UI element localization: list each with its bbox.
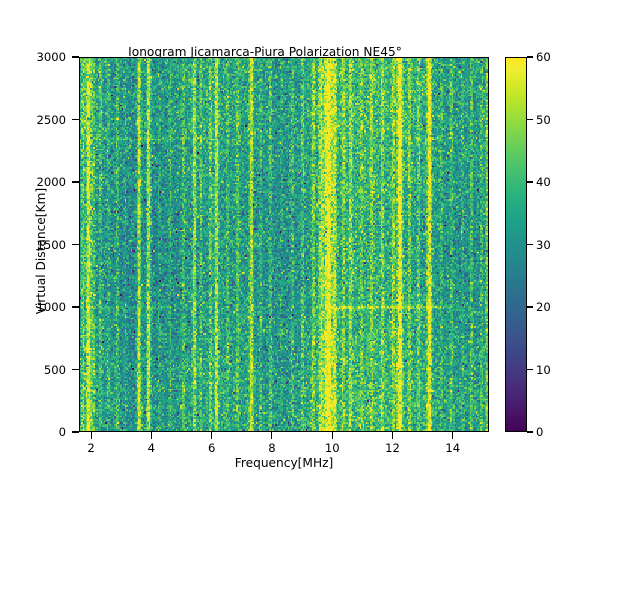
colorbar-tick-mark — [527, 306, 533, 308]
colorbar-tick-mark — [527, 181, 533, 183]
y-tick-label: 2500 — [36, 112, 66, 127]
colorbar — [505, 57, 527, 432]
x-tick-label: 2 — [87, 441, 95, 455]
x-tick-mark — [391, 432, 394, 439]
heatmap-axes — [79, 57, 489, 432]
colorbar-tick-label: 10 — [536, 362, 551, 377]
x-tick-mark — [150, 432, 152, 439]
y-tick-mark — [71, 56, 79, 58]
x-tick-label: 14 — [445, 441, 461, 455]
y-tick-label: 1500 — [36, 237, 66, 252]
y-tick-mark — [71, 243, 79, 246]
colorbar-tick-mark — [527, 431, 533, 433]
x-tick-mark — [90, 432, 92, 439]
y-tick-mark — [71, 368, 79, 371]
x-tick-mark — [211, 432, 213, 439]
x-tick-mark — [452, 432, 454, 439]
x-tick-label: 6 — [207, 441, 216, 455]
y-axis-label: Virtual Distance[Km] — [34, 187, 48, 315]
x-axis-label: Frequency[MHz] — [234, 456, 334, 470]
x-tick-mark — [331, 432, 333, 439]
colorbar-tick-label: 0 — [536, 425, 544, 439]
x-tick-label: 4 — [147, 441, 156, 455]
colorbar-tick-mark — [527, 56, 533, 58]
y-tick-label: 500 — [43, 362, 66, 377]
x-tick-label: 10 — [324, 441, 340, 455]
y-tick-label: 3000 — [36, 50, 66, 64]
y-tick-mark — [71, 431, 79, 433]
colorbar-tick-mark — [527, 368, 533, 371]
y-tick-mark — [71, 118, 79, 121]
colorbar-tick-label: 50 — [536, 112, 551, 127]
ionogram-heatmap — [80, 58, 488, 431]
colorbar-tick-label: 30 — [536, 237, 551, 252]
colorbar-tick-mark — [527, 118, 533, 121]
y-tick-mark — [71, 181, 79, 183]
colorbar-gradient — [506, 58, 526, 431]
y-tick-label: 2000 — [36, 175, 66, 189]
y-tick-label: 1000 — [36, 300, 66, 314]
y-tick-mark — [71, 306, 79, 308]
colorbar-tick-label: 20 — [536, 300, 551, 314]
title-line-1: Ionogram Jicamarca-Piura Polarization NE… — [128, 45, 402, 59]
x-tick-label: 8 — [268, 441, 276, 455]
ionogram-figure: Ionogram Jicamarca-Piura Polarization NE… — [34, 45, 551, 470]
y-tick-label: 0 — [58, 425, 66, 439]
colorbar-tick-mark — [527, 243, 533, 246]
colorbar-tick-label: 60 — [536, 50, 551, 64]
x-tick-label: 12 — [385, 441, 400, 455]
colorbar-tick-label: 40 — [536, 175, 551, 189]
x-tick-mark — [271, 432, 273, 439]
